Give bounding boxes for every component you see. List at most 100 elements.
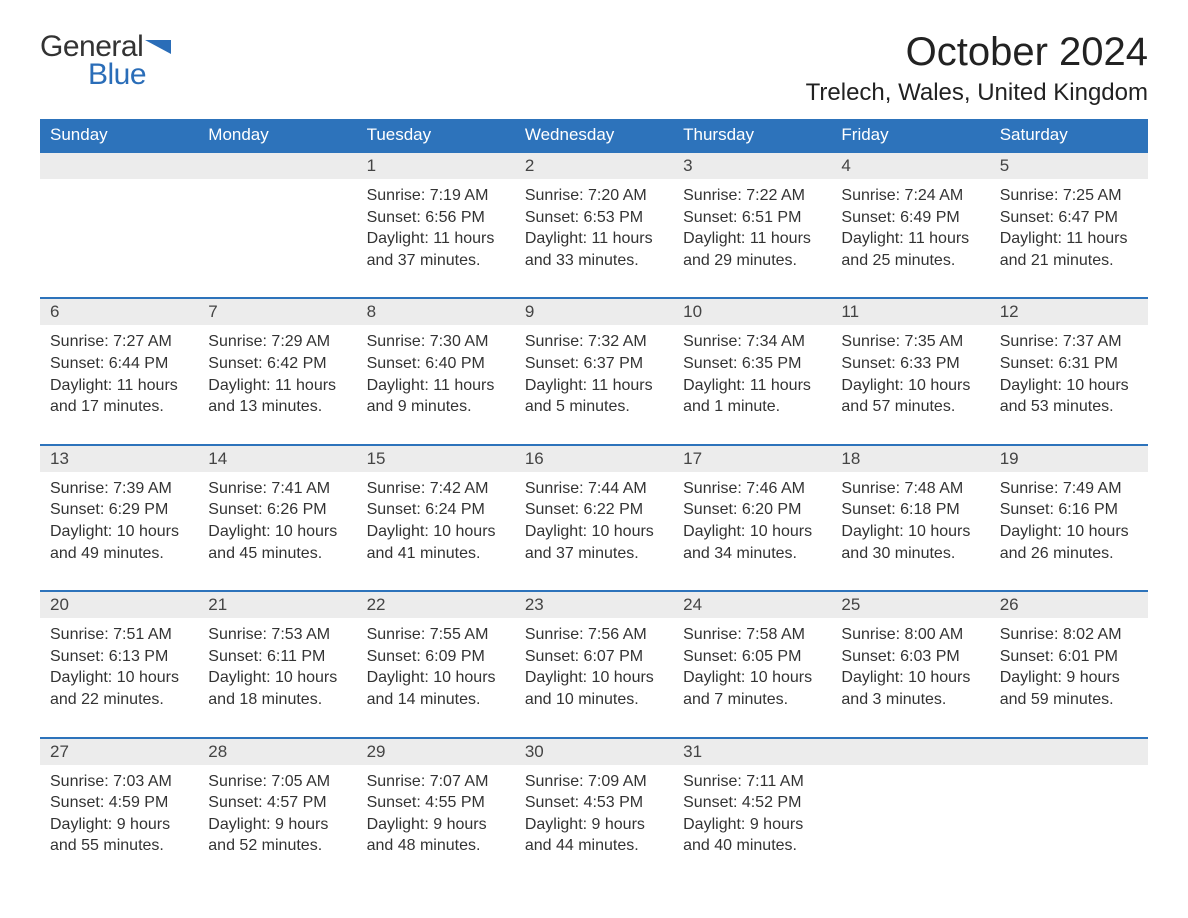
day-detail-cell: Sunrise: 7:34 AMSunset: 6:35 PMDaylight:… [673,325,831,444]
sunrise-line: Sunrise: 7:58 AM [683,624,821,646]
sunrise-line: Sunrise: 7:48 AM [841,478,979,500]
daylight-line: Daylight: 11 hours and 29 minutes. [683,228,821,271]
day-detail-row: Sunrise: 7:27 AMSunset: 6:44 PMDaylight:… [40,325,1148,444]
daylight-line: Daylight: 10 hours and 49 minutes. [50,521,188,564]
day-number-cell: 13 [40,445,198,472]
sunrise-line: Sunrise: 8:02 AM [1000,624,1138,646]
day-number-row: 13141516171819 [40,445,1148,472]
weekday-header: Tuesday [357,119,515,152]
day-number-cell: 5 [990,152,1148,179]
daylight-line: Daylight: 11 hours and 33 minutes. [525,228,663,271]
day-number-cell: 17 [673,445,831,472]
sunrise-line: Sunrise: 7:56 AM [525,624,663,646]
calendar-table: Sunday Monday Tuesday Wednesday Thursday… [40,119,1148,883]
sunrise-line: Sunrise: 7:49 AM [1000,478,1138,500]
daylight-line: Daylight: 9 hours and 40 minutes. [683,814,821,857]
day-number-cell [990,738,1148,765]
day-number-cell: 22 [357,591,515,618]
day-number-cell: 14 [198,445,356,472]
sunset-line: Sunset: 6:07 PM [525,646,663,668]
daylight-line: Daylight: 10 hours and 3 minutes. [841,667,979,710]
sunset-line: Sunset: 4:52 PM [683,792,821,814]
daylight-line: Daylight: 10 hours and 22 minutes. [50,667,188,710]
sunset-line: Sunset: 6:22 PM [525,499,663,521]
day-number-cell: 7 [198,298,356,325]
daylight-line: Daylight: 9 hours and 52 minutes. [208,814,346,857]
sunrise-line: Sunrise: 7:35 AM [841,331,979,353]
day-number-row: 20212223242526 [40,591,1148,618]
sunset-line: Sunset: 4:57 PM [208,792,346,814]
weekday-header: Friday [831,119,989,152]
day-detail-cell: Sunrise: 7:22 AMSunset: 6:51 PMDaylight:… [673,179,831,298]
day-number-cell: 19 [990,445,1148,472]
title-block: October 2024 Trelech, Wales, United King… [806,30,1148,107]
day-number-cell: 16 [515,445,673,472]
daylight-line: Daylight: 10 hours and 37 minutes. [525,521,663,564]
sunset-line: Sunset: 6:51 PM [683,207,821,229]
day-detail-cell: Sunrise: 7:48 AMSunset: 6:18 PMDaylight:… [831,472,989,591]
day-detail-cell: Sunrise: 7:46 AMSunset: 6:20 PMDaylight:… [673,472,831,591]
day-number-cell: 25 [831,591,989,618]
sunrise-line: Sunrise: 7:07 AM [367,771,505,793]
logo: General Blue [40,30,171,92]
logo-flag-icon [145,40,171,58]
sunset-line: Sunset: 6:11 PM [208,646,346,668]
day-number-cell: 18 [831,445,989,472]
sunrise-line: Sunrise: 7:24 AM [841,185,979,207]
daylight-line: Daylight: 10 hours and 7 minutes. [683,667,821,710]
day-detail-cell: Sunrise: 7:27 AMSunset: 6:44 PMDaylight:… [40,325,198,444]
daylight-line: Daylight: 9 hours and 59 minutes. [1000,667,1138,710]
daylight-line: Daylight: 9 hours and 48 minutes. [367,814,505,857]
day-detail-cell: Sunrise: 7:32 AMSunset: 6:37 PMDaylight:… [515,325,673,444]
sunrise-line: Sunrise: 7:20 AM [525,185,663,207]
daylight-line: Daylight: 9 hours and 44 minutes. [525,814,663,857]
day-detail-row: Sunrise: 7:51 AMSunset: 6:13 PMDaylight:… [40,618,1148,737]
day-detail-cell: Sunrise: 7:56 AMSunset: 6:07 PMDaylight:… [515,618,673,737]
day-number-cell [198,152,356,179]
sunrise-line: Sunrise: 7:25 AM [1000,185,1138,207]
sunset-line: Sunset: 6:31 PM [1000,353,1138,375]
day-detail-cell [198,179,356,298]
day-detail-cell: Sunrise: 7:29 AMSunset: 6:42 PMDaylight:… [198,325,356,444]
daylight-line: Daylight: 11 hours and 25 minutes. [841,228,979,271]
sunrise-line: Sunrise: 8:00 AM [841,624,979,646]
day-number-cell [40,152,198,179]
day-detail-cell: Sunrise: 7:42 AMSunset: 6:24 PMDaylight:… [357,472,515,591]
sunrise-line: Sunrise: 7:39 AM [50,478,188,500]
daylight-line: Daylight: 10 hours and 10 minutes. [525,667,663,710]
day-detail-cell [831,765,989,883]
day-number-cell: 28 [198,738,356,765]
sunset-line: Sunset: 6:35 PM [683,353,821,375]
day-detail-cell: Sunrise: 7:11 AMSunset: 4:52 PMDaylight:… [673,765,831,883]
weekday-header-row: Sunday Monday Tuesday Wednesday Thursday… [40,119,1148,152]
day-number-cell: 4 [831,152,989,179]
day-detail-cell: Sunrise: 7:20 AMSunset: 6:53 PMDaylight:… [515,179,673,298]
daylight-line: Daylight: 10 hours and 26 minutes. [1000,521,1138,564]
logo-word2: Blue [88,58,146,91]
sunset-line: Sunset: 6:33 PM [841,353,979,375]
weekday-header: Monday [198,119,356,152]
day-detail-cell: Sunrise: 7:19 AMSunset: 6:56 PMDaylight:… [357,179,515,298]
day-detail-cell: Sunrise: 8:00 AMSunset: 6:03 PMDaylight:… [831,618,989,737]
day-number-cell: 9 [515,298,673,325]
sunset-line: Sunset: 6:05 PM [683,646,821,668]
day-detail-cell: Sunrise: 7:44 AMSunset: 6:22 PMDaylight:… [515,472,673,591]
day-detail-cell: Sunrise: 7:05 AMSunset: 4:57 PMDaylight:… [198,765,356,883]
sunrise-line: Sunrise: 7:51 AM [50,624,188,646]
day-number-row: 12345 [40,152,1148,179]
sunset-line: Sunset: 6:37 PM [525,353,663,375]
daylight-line: Daylight: 10 hours and 34 minutes. [683,521,821,564]
day-number-row: 6789101112 [40,298,1148,325]
daylight-line: Daylight: 10 hours and 14 minutes. [367,667,505,710]
sunset-line: Sunset: 6:13 PM [50,646,188,668]
sunset-line: Sunset: 6:18 PM [841,499,979,521]
sunset-line: Sunset: 6:16 PM [1000,499,1138,521]
location-subtitle: Trelech, Wales, United Kingdom [806,79,1148,107]
daylight-line: Daylight: 10 hours and 57 minutes. [841,375,979,418]
sunrise-line: Sunrise: 7:05 AM [208,771,346,793]
sunrise-line: Sunrise: 7:42 AM [367,478,505,500]
day-number-cell [831,738,989,765]
sunrise-line: Sunrise: 7:32 AM [525,331,663,353]
day-detail-cell: Sunrise: 7:03 AMSunset: 4:59 PMDaylight:… [40,765,198,883]
sunrise-line: Sunrise: 7:09 AM [525,771,663,793]
